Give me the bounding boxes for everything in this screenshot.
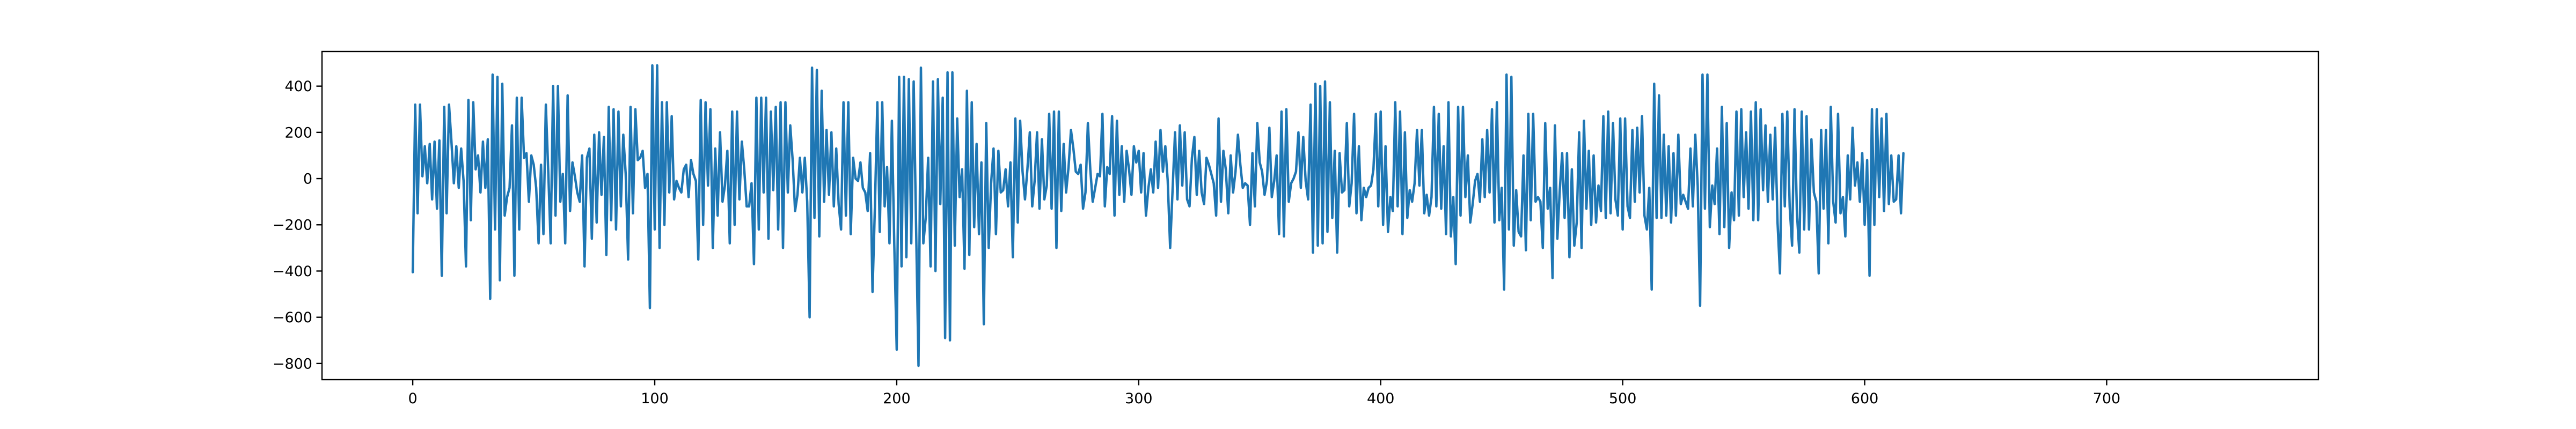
x-tick-label: 200	[883, 390, 911, 407]
y-tick-label: −800	[273, 356, 312, 372]
x-tick-label: 500	[1609, 390, 1637, 407]
x-tick-label: 0	[408, 390, 417, 407]
series-line	[411, 64, 1905, 367]
x-tick-label: 100	[641, 390, 669, 407]
x-tick-label: 300	[1125, 390, 1153, 407]
y-tick-label: 0	[303, 171, 312, 188]
y-tick-label: 400	[284, 78, 312, 95]
x-tick-label: 700	[2093, 390, 2121, 407]
x-tick-label: 600	[1851, 390, 1879, 407]
y-axis-ticks: −800 −600 −400 −200 0 200 400	[273, 78, 322, 372]
y-tick-label: 200	[284, 124, 312, 141]
y-tick-label: −600	[273, 309, 312, 326]
x-axis-ticks: 0 100 200 300 400 500 600 700	[408, 380, 2120, 407]
y-tick-label: −400	[273, 263, 312, 280]
y-tick-label: −200	[273, 217, 312, 234]
x-tick-label: 400	[1367, 390, 1395, 407]
plot-frame	[321, 50, 2319, 381]
